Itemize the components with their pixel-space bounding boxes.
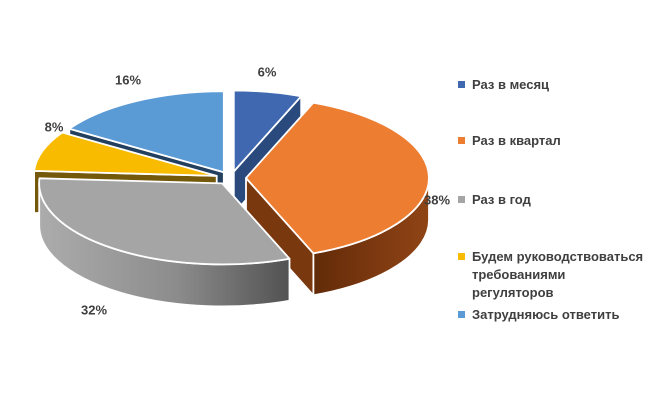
- legend: Раз в месяц Раз в квартал Раз в год Буде…: [458, 0, 644, 416]
- legend-swatch-icon: [458, 311, 465, 318]
- data-label-raz-v-mesyac: 6%: [257, 64, 277, 80]
- legend-swatch-icon: [458, 137, 465, 144]
- legend-label: Будем руководствоваться требованиями рег…: [472, 249, 644, 300]
- data-label-raz-v-kvartal: 38%: [423, 192, 451, 208]
- legend-item: Раз в год: [458, 191, 644, 209]
- legend-swatch-icon: [458, 81, 465, 88]
- legend-item: Будем руководствоваться требованиями рег…: [458, 248, 644, 302]
- legend-swatch-icon: [458, 196, 465, 203]
- legend-label: Раз в месяц: [472, 77, 550, 92]
- data-label-regulyatory: 8%: [44, 119, 64, 135]
- legend-item: Раз в месяц: [458, 76, 644, 94]
- legend-item: Затрудняюсь ответить: [458, 306, 644, 324]
- legend-item: Раз в квартал: [458, 132, 644, 150]
- legend-label: Раз в год: [472, 192, 531, 207]
- legend-swatch-icon: [458, 253, 465, 260]
- data-label-zatrudnyayus: 16%: [114, 72, 142, 88]
- legend-label: Раз в квартал: [472, 133, 561, 148]
- legend-label: Затрудняюсь ответить: [472, 307, 620, 322]
- data-label-raz-v-god: 32%: [80, 302, 108, 318]
